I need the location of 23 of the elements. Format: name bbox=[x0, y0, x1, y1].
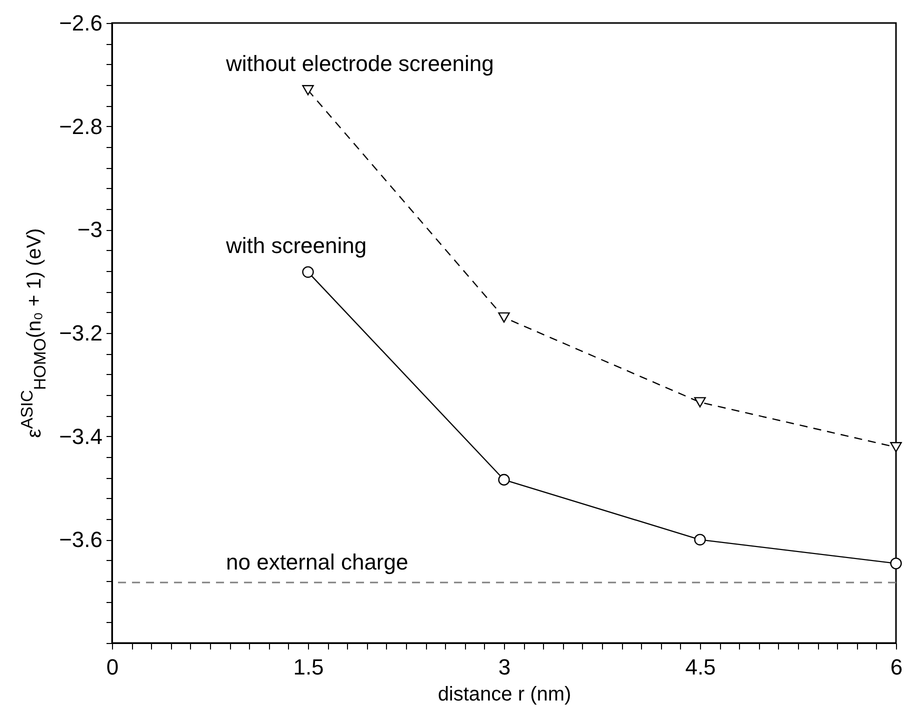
point bbox=[498, 474, 510, 486]
x-tick-label: 0 bbox=[106, 654, 119, 680]
y-tick-label: −2.8 bbox=[59, 114, 102, 139]
point bbox=[890, 558, 902, 570]
point bbox=[890, 442, 902, 452]
y-tick-label: −2.6 bbox=[59, 10, 102, 36]
y-tick-label: −3.4 bbox=[59, 424, 102, 449]
x-axis-title: distance r (nm) bbox=[438, 684, 572, 706]
x-tick-label: 3 bbox=[498, 654, 511, 680]
point bbox=[694, 397, 706, 408]
point bbox=[302, 266, 314, 278]
point bbox=[694, 534, 706, 546]
x-tick-label: 6 bbox=[890, 654, 903, 680]
y-tick-label: −3.2 bbox=[59, 320, 102, 346]
ref-line-label: no external charge bbox=[226, 550, 408, 575]
series-label: with screening bbox=[225, 233, 367, 258]
y-tick-label: −3.6 bbox=[59, 527, 102, 552]
point bbox=[498, 312, 510, 323]
point bbox=[302, 85, 314, 96]
x-tick-label: 1.5 bbox=[293, 654, 324, 680]
y-tick-label: −3 bbox=[77, 217, 102, 242]
x-tick-label: 4.5 bbox=[685, 654, 716, 680]
text: without electrode screening bbox=[225, 51, 494, 76]
